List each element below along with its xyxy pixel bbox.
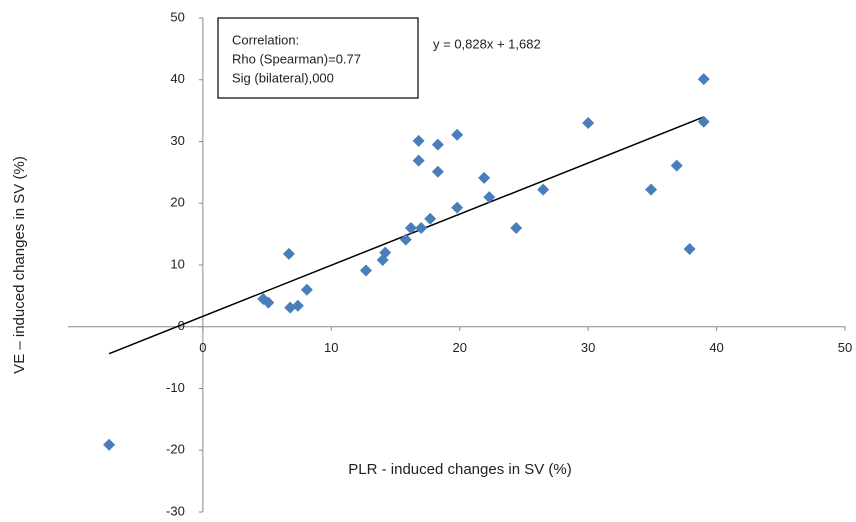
point <box>412 154 425 167</box>
y-tick-label: -30 <box>166 503 185 518</box>
x-tick-label: 30 <box>581 340 595 355</box>
x-axis-title: PLR - induced changes in SV (%) <box>348 461 571 478</box>
y-tick-label: 10 <box>170 256 184 271</box>
point <box>379 246 392 259</box>
point <box>451 128 464 141</box>
point <box>359 264 372 277</box>
point <box>697 115 710 128</box>
point <box>510 221 523 234</box>
annotation-line: Correlation: <box>232 32 299 47</box>
point <box>415 221 428 234</box>
point <box>404 221 417 234</box>
y-axis-title: VE – induced changes in SV (%) <box>11 156 28 374</box>
point <box>697 73 710 86</box>
annotation-line: Rho (Spearman)=0.77 <box>232 51 361 66</box>
point <box>537 183 550 196</box>
trendline-label: y = 0,828x + 1,682 <box>433 36 541 51</box>
point <box>478 171 491 184</box>
point <box>431 138 444 151</box>
y-tick-label: -20 <box>166 442 185 457</box>
y-tick-label: 30 <box>170 133 184 148</box>
annotation-line: Sig (bilateral),000 <box>232 70 334 85</box>
y-tick-label: 20 <box>170 195 184 210</box>
point <box>645 183 658 196</box>
y-tick-label: -10 <box>166 380 185 395</box>
y-tick-label: 50 <box>170 9 184 24</box>
point <box>451 201 464 214</box>
x-tick-label: 10 <box>324 340 338 355</box>
x-tick-label: 50 <box>838 340 852 355</box>
point <box>483 191 496 204</box>
x-tick-label: 20 <box>452 340 466 355</box>
annotation-box <box>217 17 419 99</box>
point <box>291 299 304 312</box>
y-tick-label: 40 <box>170 71 184 86</box>
x-tick-label: 40 <box>709 340 723 355</box>
point <box>262 296 275 309</box>
point <box>424 212 437 225</box>
point <box>300 283 313 296</box>
point <box>282 247 295 260</box>
point <box>103 438 116 451</box>
point <box>582 116 595 129</box>
point <box>670 159 683 172</box>
point <box>683 242 696 255</box>
point <box>412 134 425 147</box>
point <box>399 233 412 246</box>
x-tick-label: 0 <box>199 340 206 355</box>
point <box>431 165 444 178</box>
